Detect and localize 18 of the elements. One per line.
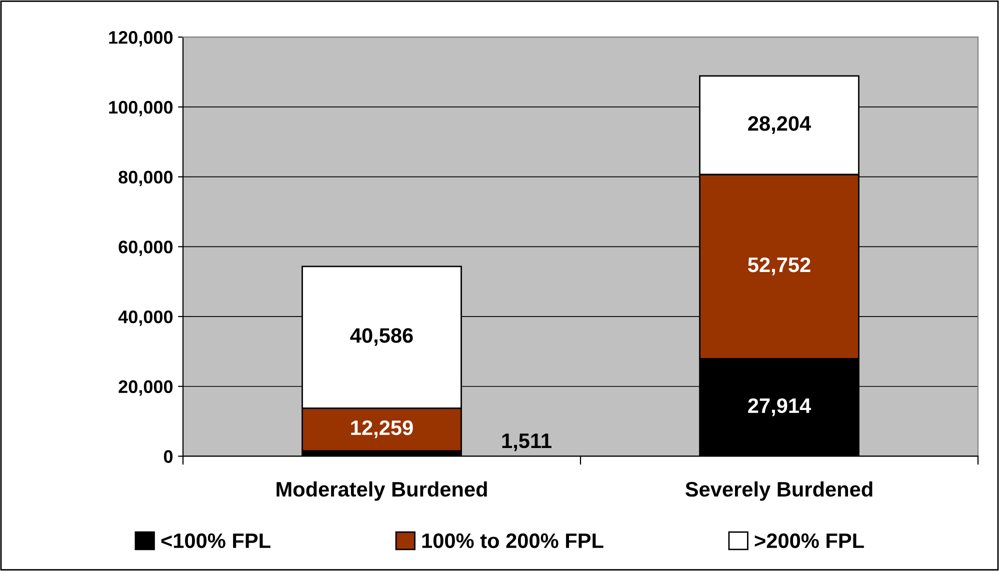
legend-label: >200% FPL xyxy=(754,533,864,548)
legend-label: 100% to 200% FPL xyxy=(422,533,604,548)
legend-label: <100% FPL xyxy=(161,533,270,548)
x-tick-label: Moderately Burdened xyxy=(276,481,487,501)
text: 1,511 xyxy=(502,434,552,452)
text: 28,204 xyxy=(748,116,811,134)
y-tick-label: 100,000 xyxy=(109,100,173,116)
text: 40,586 xyxy=(350,328,413,346)
text: 52,752 xyxy=(748,257,810,276)
y-tick-label: 80,000 xyxy=(118,170,173,186)
x-tick-label: Severely Burdened xyxy=(685,481,872,501)
text: 12,259 xyxy=(351,420,413,438)
y-tick-label: 120,000 xyxy=(109,31,173,46)
text: 27,914 xyxy=(748,398,811,416)
y-tick-label: 60,000 xyxy=(118,240,173,256)
y-tick-label: 40,000 xyxy=(118,310,173,326)
y-tick-label: 0 xyxy=(164,450,173,463)
y-tick-label: 20,000 xyxy=(118,380,173,396)
